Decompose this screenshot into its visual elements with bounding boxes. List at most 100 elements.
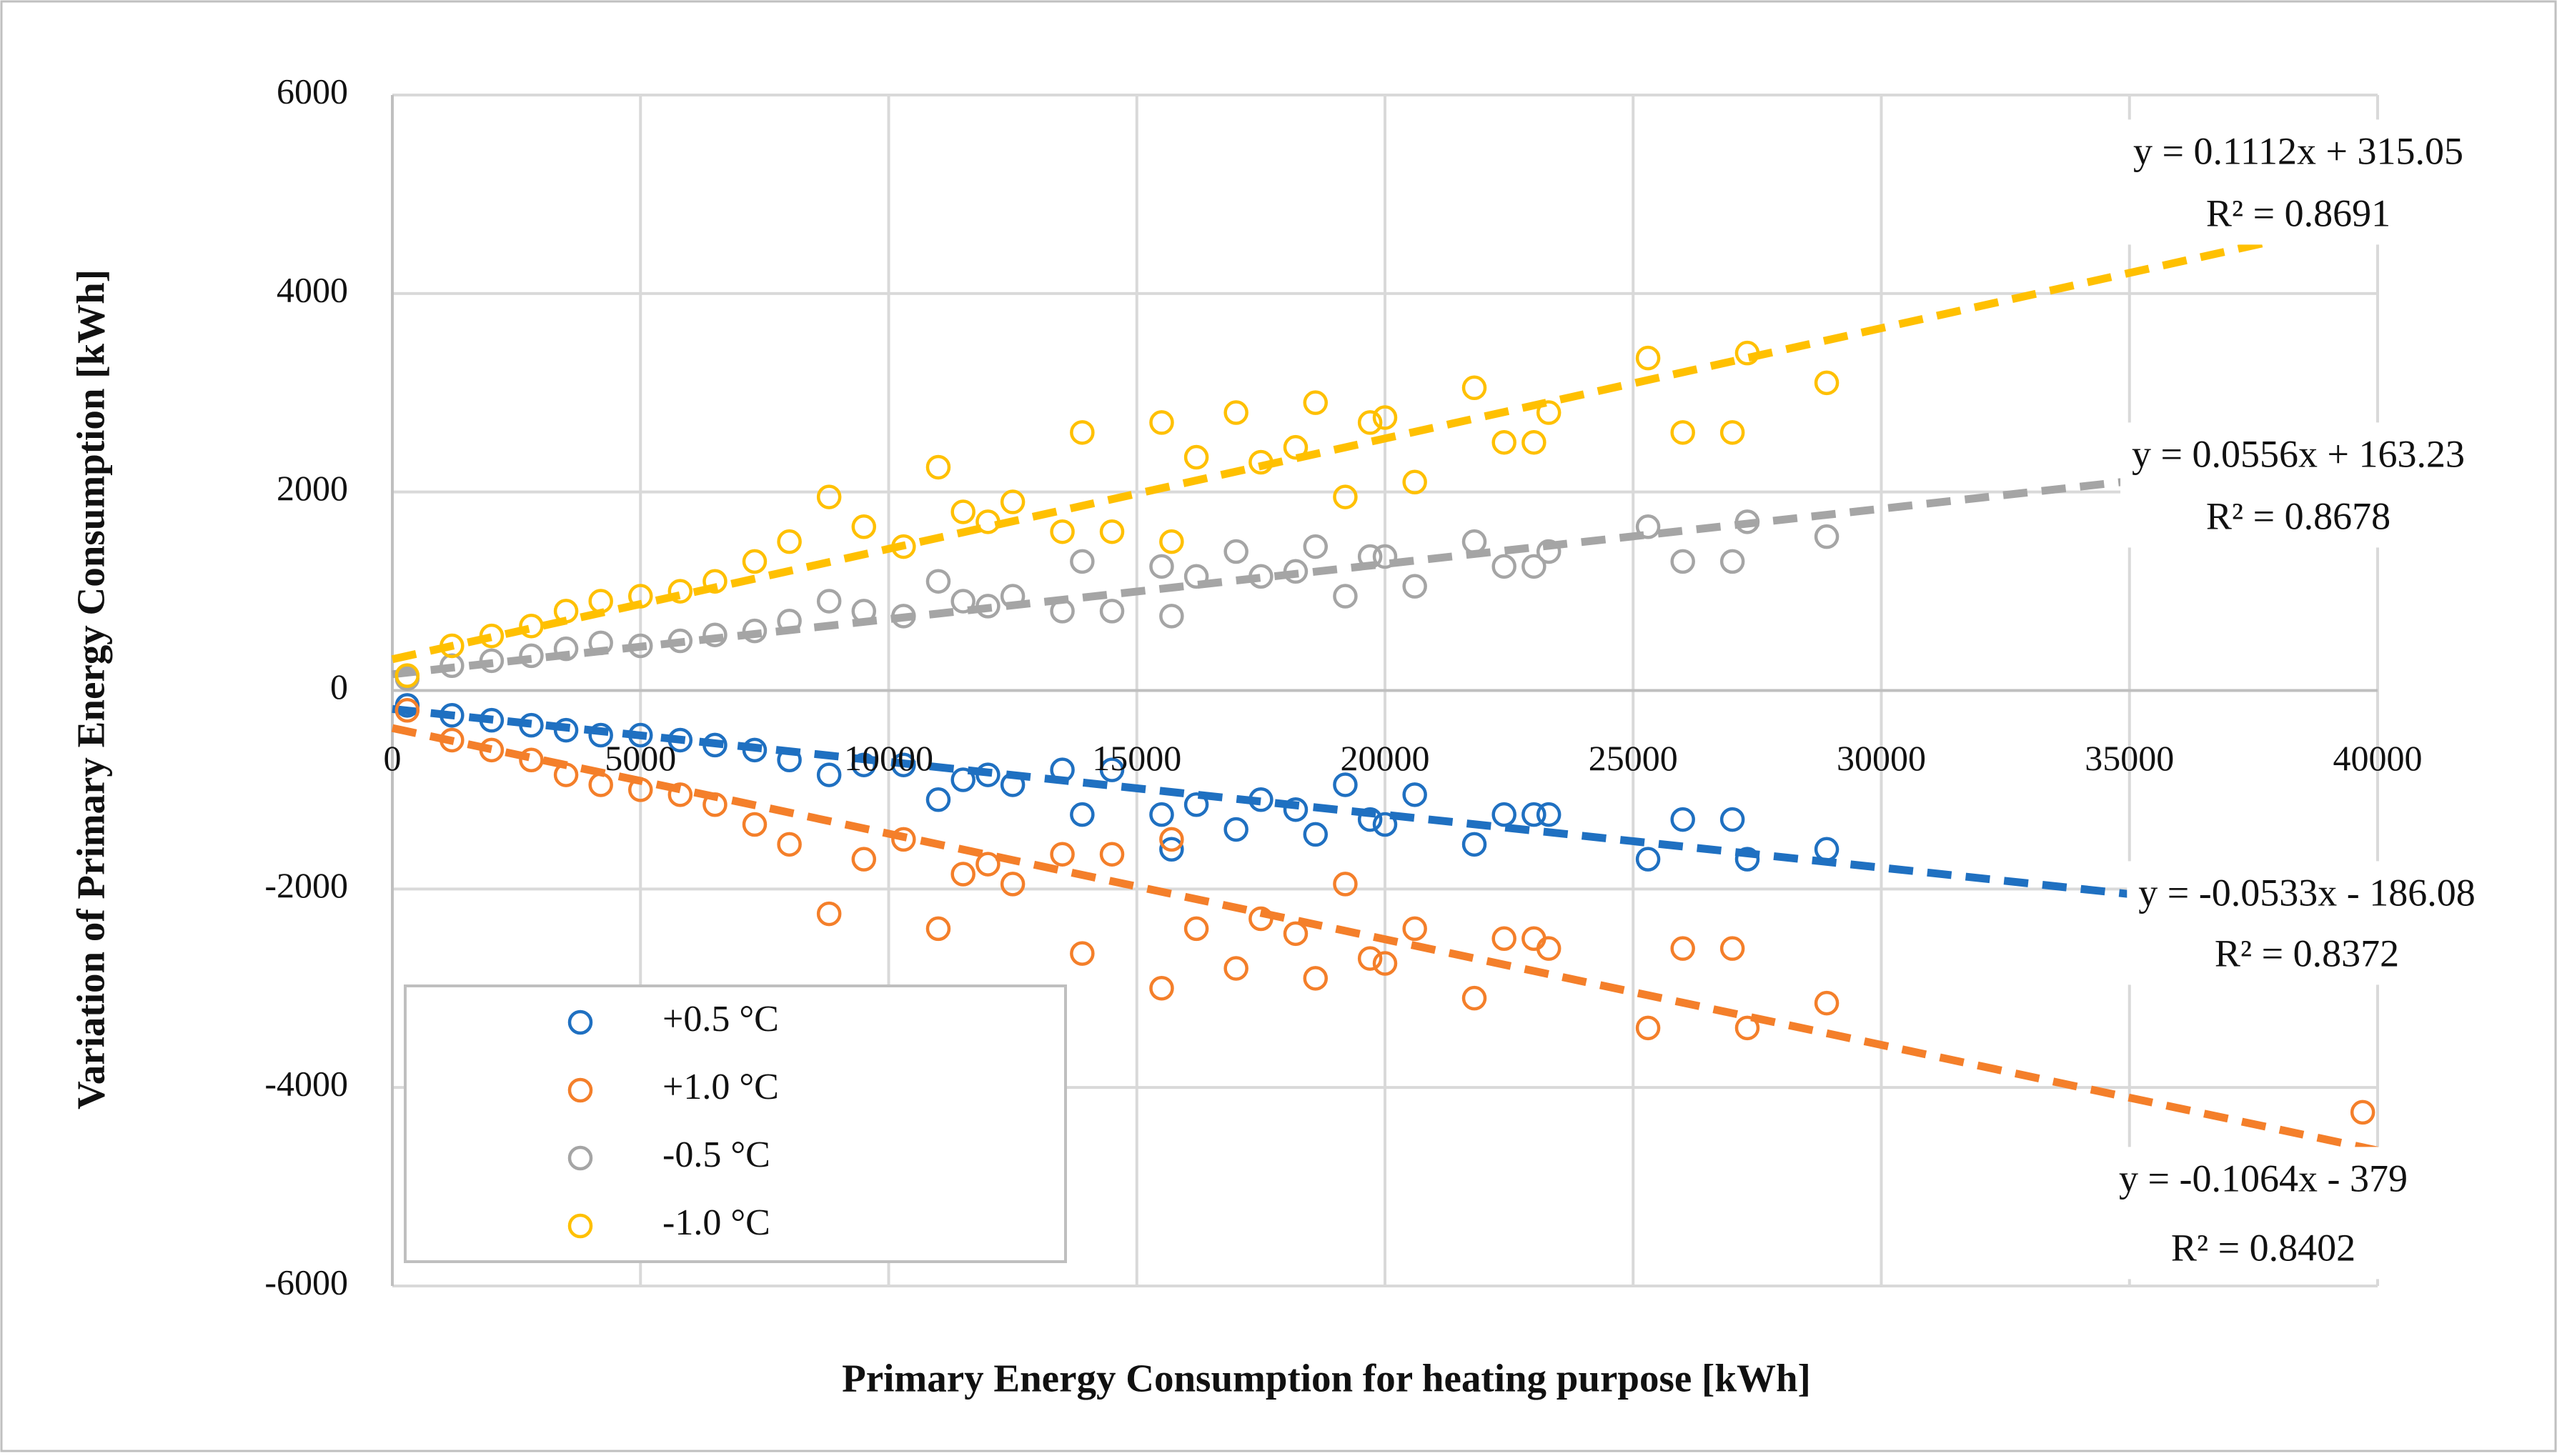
- point: [519, 747, 544, 772]
- trendline: [392, 449, 2378, 679]
- point: [588, 630, 613, 656]
- point: [1372, 405, 1398, 430]
- point: [479, 707, 505, 733]
- point: [1635, 1015, 1661, 1041]
- x-tick-label: 25000: [1589, 738, 1678, 778]
- point: [1357, 410, 1383, 435]
- point: [553, 762, 579, 787]
- point: [667, 727, 693, 753]
- point: [777, 832, 802, 857]
- point: [519, 712, 544, 738]
- point: [1491, 926, 1516, 952]
- y-tick-label: -2000: [264, 865, 348, 905]
- point: [1333, 584, 1358, 609]
- point: [1372, 812, 1398, 837]
- point: [1491, 802, 1516, 827]
- point: [1536, 539, 1561, 564]
- point: [1670, 807, 1695, 832]
- point: [479, 648, 505, 674]
- point: [851, 514, 877, 539]
- trendline-equation: y = 0.1112x + 315.05: [2133, 129, 2463, 172]
- point: [702, 622, 728, 647]
- point: [816, 484, 842, 509]
- point: [1099, 842, 1125, 867]
- point: [1070, 802, 1095, 827]
- point: [553, 636, 579, 662]
- point: [1283, 434, 1309, 460]
- point: [1050, 757, 1075, 782]
- point: [1734, 509, 1760, 534]
- point: [975, 509, 1001, 534]
- point: [588, 772, 613, 797]
- legend-marker: [567, 1213, 593, 1239]
- point: [1521, 554, 1546, 579]
- point: [1333, 484, 1358, 509]
- point: [1814, 370, 1839, 396]
- legend-label: -0.5 °C: [662, 1135, 770, 1175]
- trendline-r2: R² = 0.8678: [2206, 494, 2390, 537]
- point: [891, 827, 916, 852]
- point: [1248, 564, 1273, 589]
- point: [1536, 802, 1561, 827]
- point: [1159, 604, 1184, 629]
- point: [1461, 832, 1487, 857]
- point: [950, 499, 975, 524]
- point: [1635, 847, 1661, 872]
- ticks: -6000 -4000 -2000 0 2000 4000 6000 0 5000 10000 15…: [264, 71, 2422, 1302]
- point: [851, 599, 877, 624]
- point: [1183, 564, 1209, 589]
- point: [1248, 906, 1273, 932]
- point: [1283, 797, 1309, 822]
- point: [628, 633, 653, 659]
- point: [1402, 916, 1427, 942]
- point: [1814, 837, 1839, 862]
- point: [1050, 842, 1075, 867]
- point: [816, 762, 842, 787]
- point: [816, 901, 842, 927]
- point: [1719, 936, 1745, 961]
- trendlines: [391, 214, 2379, 1155]
- point: [1223, 956, 1248, 981]
- point: [1070, 420, 1095, 445]
- point: [1670, 549, 1695, 574]
- point: [851, 752, 877, 777]
- point: [742, 549, 768, 574]
- point: [1070, 549, 1095, 574]
- point: [1283, 921, 1309, 947]
- point: [1183, 792, 1209, 817]
- point: [1149, 976, 1174, 1001]
- point: [519, 643, 544, 669]
- x-tick-label: 35000: [2085, 738, 2174, 778]
- point: [1099, 757, 1125, 782]
- point: [1635, 345, 1661, 371]
- point: [1491, 554, 1516, 579]
- point: [1333, 772, 1358, 797]
- point: [1491, 429, 1516, 455]
- point: [2350, 1100, 2375, 1125]
- point: [1050, 519, 1075, 544]
- x-tick-label: 0: [384, 738, 402, 778]
- point: [1149, 554, 1174, 579]
- point: [950, 862, 975, 887]
- point: [1814, 990, 1839, 1016]
- point: [1372, 951, 1398, 976]
- legend-marker: [567, 1077, 593, 1103]
- point: [1670, 936, 1695, 961]
- point: [975, 852, 1001, 877]
- legend-marker: [567, 1145, 593, 1171]
- label-background: [2120, 422, 2476, 548]
- x-tick-label: 15000: [1092, 738, 1181, 778]
- label-background: [2107, 1147, 2419, 1280]
- point: [1461, 529, 1487, 554]
- point: [1635, 514, 1661, 539]
- trendline-equation: y = -0.0533x - 186.08: [2138, 871, 2475, 914]
- point: [1536, 936, 1561, 961]
- legend-label: +1.0 °C: [662, 1067, 779, 1107]
- trendline-equation: y = 0.0556x + 163.23: [2132, 432, 2465, 475]
- point: [925, 454, 951, 480]
- point: [1814, 524, 1839, 549]
- point: [777, 747, 802, 772]
- x-tick-label: 5000: [605, 738, 676, 778]
- point: [702, 569, 728, 594]
- point: [1734, 847, 1760, 872]
